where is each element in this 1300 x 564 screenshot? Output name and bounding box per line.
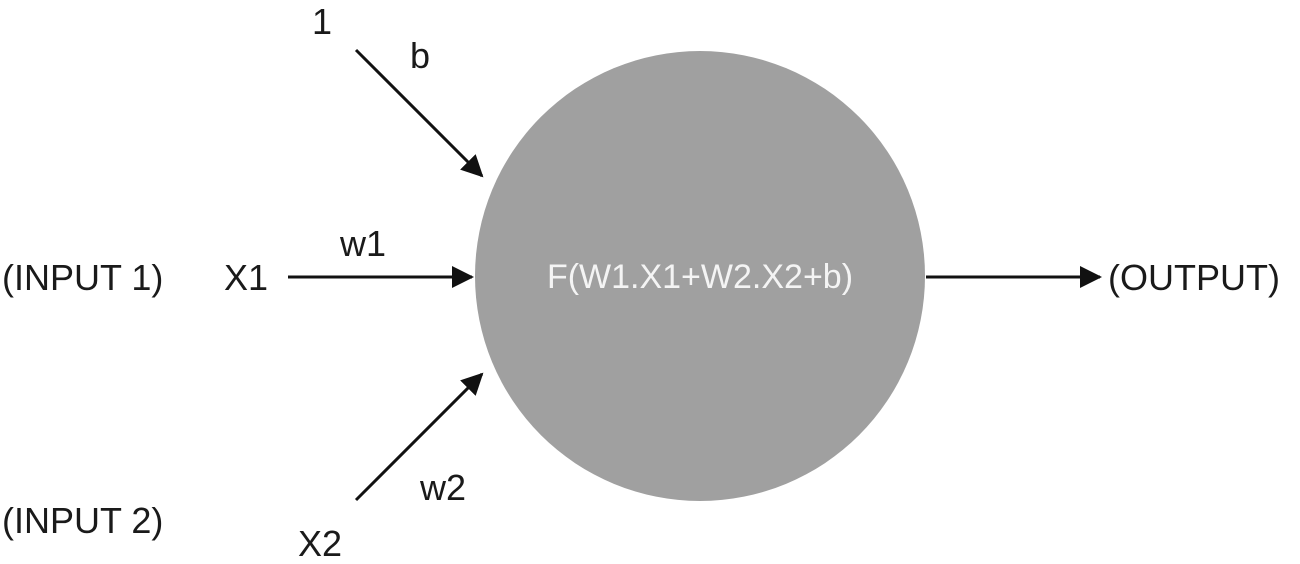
input2-caption: (INPUT 2) — [2, 500, 163, 541]
bias-weight-label: b — [410, 35, 430, 76]
bias-input-value: 1 — [312, 1, 332, 42]
input1-caption: (INPUT 1) — [2, 257, 163, 298]
bias-arrow — [354, 48, 484, 178]
input1-weight-label: w1 — [339, 223, 386, 264]
input2-weight-label: w2 — [419, 467, 466, 508]
input1-variable: X1 — [224, 257, 268, 298]
neuron-function-label: F(W1.X1+W2.X2+b) — [547, 258, 853, 296]
neuron-node — [475, 51, 925, 501]
output-caption: (OUTPUT) — [1108, 257, 1280, 298]
input2-variable: X2 — [298, 523, 342, 564]
input2-arrow — [354, 372, 484, 502]
